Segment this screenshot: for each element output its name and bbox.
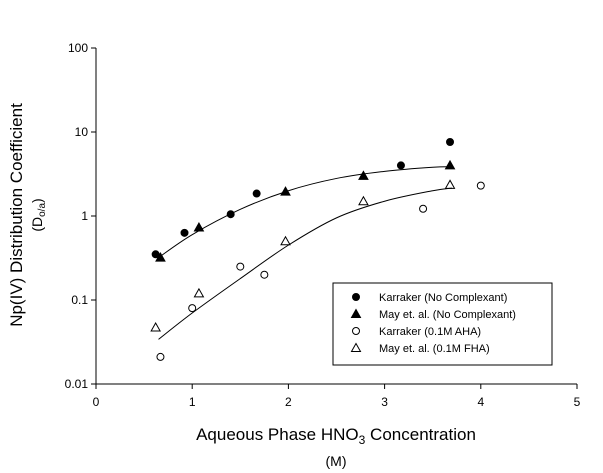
triangle-point xyxy=(358,170,369,180)
y-tick-label: 10 xyxy=(75,125,89,139)
circle-point xyxy=(156,352,165,361)
circle-point xyxy=(260,270,269,279)
triangle-point xyxy=(193,221,205,232)
circle-point xyxy=(188,304,197,313)
triangle-point xyxy=(444,159,456,170)
y-tick-label: 0.01 xyxy=(65,377,89,391)
legend-label: Karraker (0.1M AHA) xyxy=(379,326,481,338)
triangle-point xyxy=(193,287,205,298)
legend-symbol xyxy=(350,308,362,318)
y-tick-label: 0.1 xyxy=(71,293,88,307)
y-unit-part: (D xyxy=(29,217,45,232)
x-tick-label: 1 xyxy=(189,395,196,409)
triangle-point xyxy=(150,322,161,332)
triangle-point xyxy=(155,252,166,262)
x-title-part: Concentration xyxy=(365,425,476,444)
circle-point xyxy=(476,181,485,190)
x-tick-label: 3 xyxy=(381,395,388,409)
x-axis-title: Aqueous Phase HNO3 Concentration xyxy=(196,425,476,447)
y-unit-part: ) xyxy=(29,198,45,203)
circle-point xyxy=(252,189,261,198)
x-tick-label: 4 xyxy=(477,395,484,409)
triangle-point xyxy=(444,179,456,189)
y-unit-sub: o/a xyxy=(37,203,48,217)
triangle-point xyxy=(280,235,291,246)
x-title-part: Aqueous Phase HNO xyxy=(196,425,359,444)
circle-point xyxy=(419,204,428,213)
circle-point xyxy=(396,161,405,170)
legend-label: May et. al. (0.1M FHA) xyxy=(379,343,490,355)
circle-point xyxy=(446,138,455,147)
legend-label: Karraker (No Complexant) xyxy=(379,292,507,304)
y-axis-title: Np(IV) Distribution Coefficient xyxy=(7,103,26,327)
legend-symbol xyxy=(352,293,360,301)
circle-point xyxy=(236,262,245,271)
y-axis-unit: (Do/a) xyxy=(29,198,48,231)
x-title-sub: 3 xyxy=(359,433,366,447)
x-tick-label: 2 xyxy=(285,395,292,409)
fit-curve xyxy=(158,166,452,258)
y-tick-label: 1 xyxy=(81,209,88,223)
legend-box xyxy=(332,282,553,366)
triangle-point xyxy=(358,195,369,206)
legend: Karraker (No Complexant) May et. al. (No … xyxy=(332,282,553,366)
x-tick-label: 0 xyxy=(93,395,100,409)
legend-label: May et. al. (No Complexant) xyxy=(379,309,516,321)
circle-point xyxy=(180,228,189,237)
x-axis-unit: (M) xyxy=(326,453,347,469)
x-tick-label: 5 xyxy=(574,395,581,409)
legend-symbol xyxy=(352,327,360,335)
y-tick-label: 100 xyxy=(68,41,88,55)
fit-curve xyxy=(158,187,453,340)
circle-point xyxy=(151,250,160,259)
legend-symbol xyxy=(350,342,362,352)
